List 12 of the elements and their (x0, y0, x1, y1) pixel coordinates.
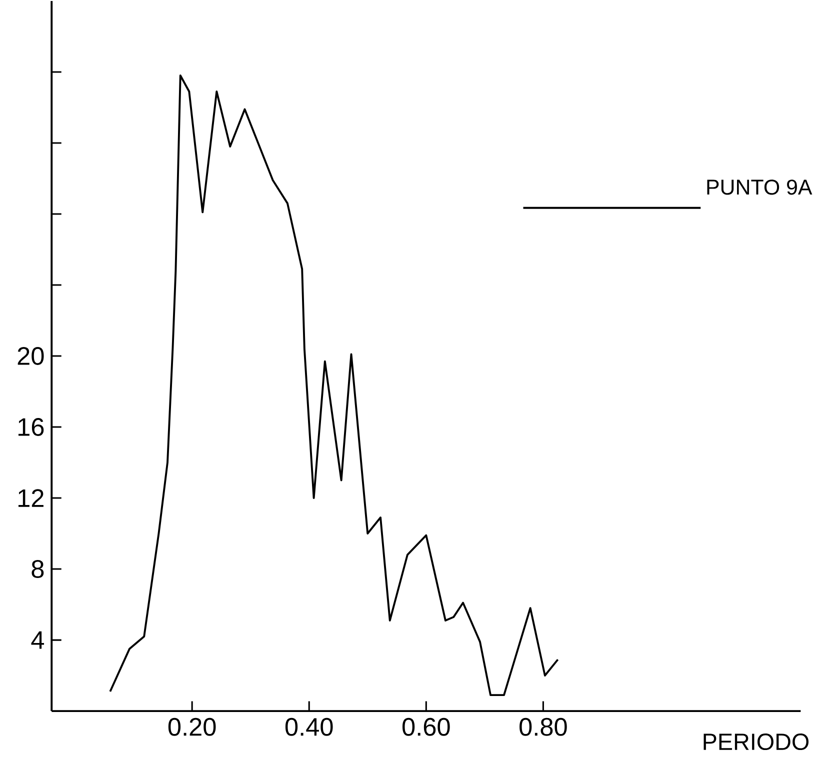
y-tick-label: 16 (18, 418, 44, 436)
x-tick-label: 0.40 (285, 718, 333, 736)
x-axis-title: PERIODO (704, 734, 809, 750)
text: PUNTO 9A (707, 180, 812, 195)
y-tick-label: 20 (18, 347, 44, 366)
y-tick-label: 12 (18, 489, 44, 508)
x-tick-label: 0.60 (402, 718, 450, 736)
y-tick-label: 8 (32, 560, 44, 578)
x-tick-label: 0.20 (168, 718, 216, 736)
y-tick-label: 4 (31, 631, 44, 649)
line-series (109, 74, 559, 696)
x-tick-label: 0.80 (520, 718, 567, 736)
